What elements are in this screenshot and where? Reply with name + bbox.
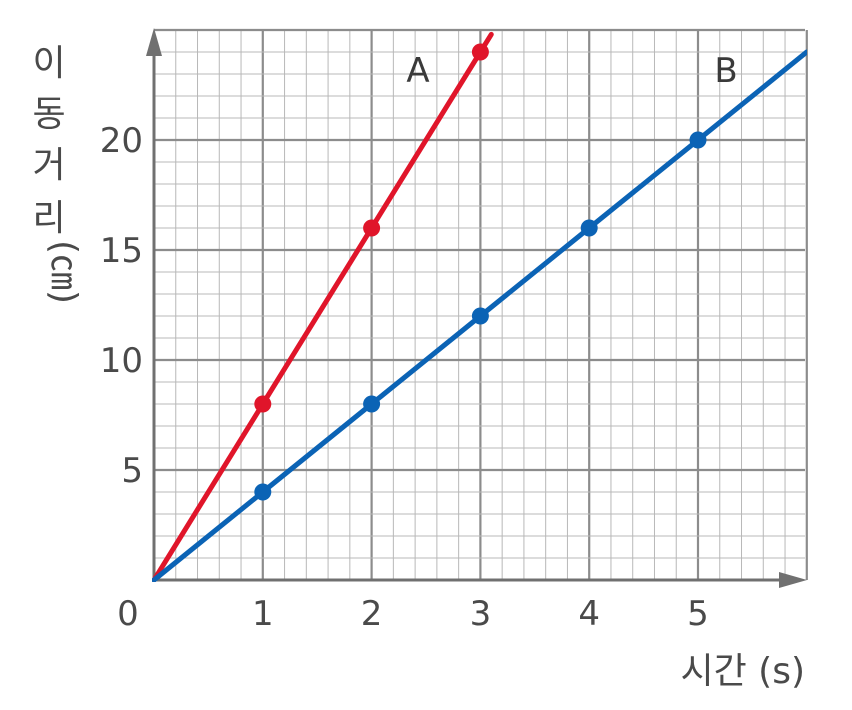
origin-label: 0 xyxy=(117,594,139,634)
y-axis-label-char: 리 xyxy=(32,198,65,239)
y-axis-arrow-icon xyxy=(146,28,162,56)
series-line-a xyxy=(152,31,494,582)
x-tick-label: 5 xyxy=(687,594,709,634)
y-axis-label-char: 거 xyxy=(32,145,65,186)
series-layer xyxy=(152,31,807,582)
data-point-b xyxy=(689,131,707,149)
y-tick-label: 10 xyxy=(100,341,143,381)
grid xyxy=(154,28,808,580)
x-tick-label: 4 xyxy=(578,594,600,634)
x-tick-label: 3 xyxy=(470,594,492,634)
series-label-b: B xyxy=(714,51,737,91)
x-tick-label: 2 xyxy=(361,594,383,634)
series-label-a: A xyxy=(406,51,429,91)
data-point-b xyxy=(580,219,598,237)
data-point-a xyxy=(363,219,381,237)
data-point-a xyxy=(471,43,489,61)
y-axis-label-char: 동 xyxy=(32,94,65,135)
y-axis-label-char: 이 xyxy=(32,43,65,84)
y-tick-label: 5 xyxy=(121,451,143,491)
x-tick-label: 1 xyxy=(252,594,274,634)
data-point-b xyxy=(363,395,381,413)
y-tick-label: 20 xyxy=(100,121,143,161)
x-axis-arrow-icon xyxy=(779,572,807,588)
data-point-b xyxy=(471,307,489,325)
axes xyxy=(146,28,807,588)
data-point-a xyxy=(254,395,272,413)
y-tick-label: 15 xyxy=(100,231,143,271)
x-axis-label: 시간 (s) xyxy=(680,651,805,692)
y-axis-label-char: (㎝) xyxy=(43,240,84,304)
data-point-b xyxy=(254,483,272,501)
